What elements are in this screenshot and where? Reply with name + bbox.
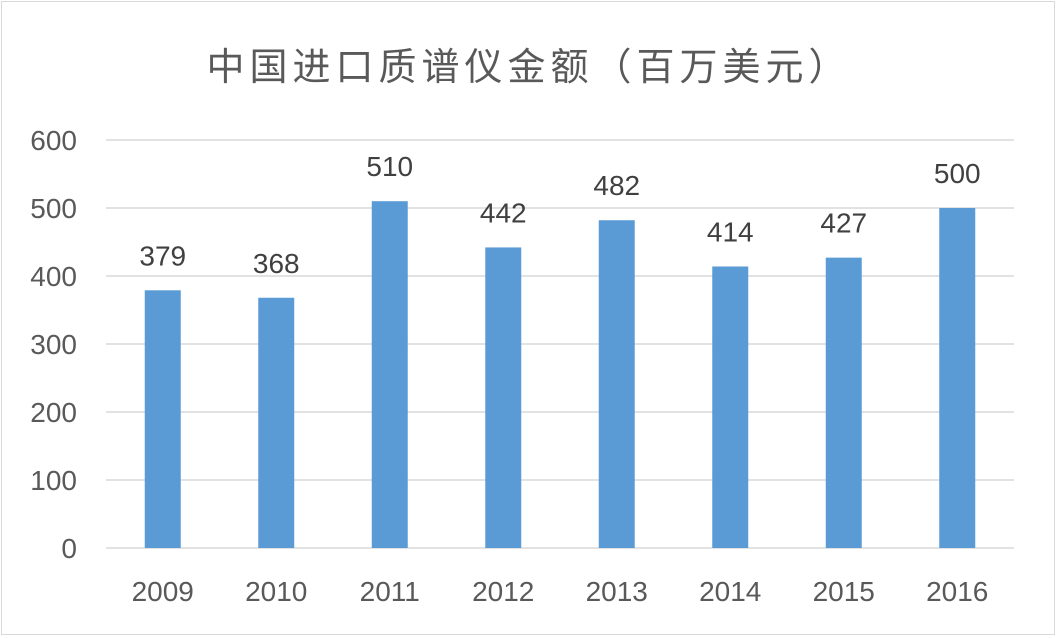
x-tick-label: 2011 [360, 576, 420, 607]
y-tick-label: 600 [30, 125, 77, 156]
bar-2009 [144, 290, 181, 548]
x-tick-label: 2009 [132, 576, 194, 607]
y-tick-label: 300 [30, 329, 77, 360]
x-tick-label: 2010 [245, 576, 307, 607]
data-label: 368 [253, 248, 300, 279]
y-tick-label: 200 [30, 397, 77, 428]
x-tick-label: 2015 [813, 576, 875, 607]
x-tick-label: 2016 [926, 576, 988, 607]
chart-title: 中国进口质谱仪金额（百万美元） [206, 45, 852, 89]
x-tick-label: 2014 [699, 576, 761, 607]
bar-2012 [485, 247, 522, 548]
data-label: 427 [820, 208, 867, 239]
data-label: 442 [480, 197, 527, 228]
bar-2010 [258, 297, 295, 548]
x-tick-label: 2012 [472, 576, 534, 607]
y-tick-label: 500 [30, 193, 77, 224]
bar-2016 [939, 208, 976, 548]
data-label: 414 [707, 216, 754, 247]
data-label: 510 [366, 151, 413, 182]
data-label: 482 [593, 170, 640, 201]
data-label: 379 [139, 240, 186, 271]
bar-2011 [371, 201, 408, 548]
y-tick-label: 400 [30, 261, 77, 292]
y-tick-label: 0 [61, 533, 77, 564]
y-tick-label: 100 [30, 465, 77, 496]
data-label: 500 [934, 158, 981, 189]
bar-2014 [712, 266, 749, 548]
bar-2015 [825, 257, 862, 548]
x-tick-label: 2013 [586, 576, 648, 607]
bar-2013 [598, 220, 635, 549]
